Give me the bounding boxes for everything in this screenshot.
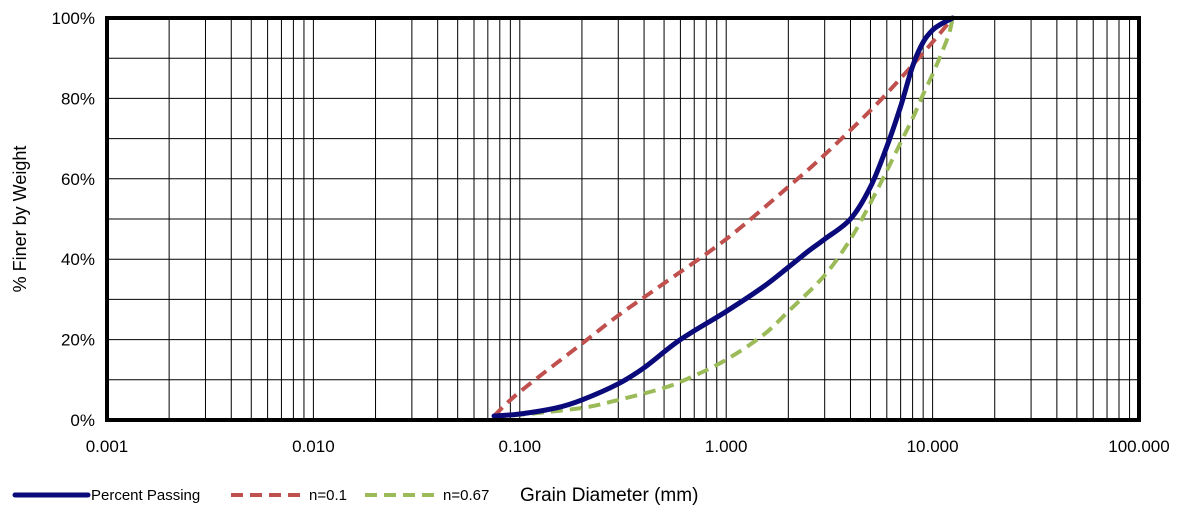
x-tick-label: 1.000: [705, 437, 748, 456]
y-tick-label: 0%: [70, 411, 95, 430]
series-layer: [491, 15, 956, 419]
x-axis-title: Grain Diameter (mm): [520, 485, 698, 506]
legend-label-2: n=0.67: [443, 487, 489, 504]
y-tick-label: 80%: [61, 89, 95, 108]
legend-label-0: Percent Passing: [91, 487, 200, 504]
gridlines: [106, 17, 1140, 421]
x-tick-label: 100.000: [1108, 437, 1169, 456]
y-tick-label: 60%: [61, 170, 95, 189]
y-axis-title: % Finer by Weight: [10, 146, 30, 293]
y-tick-label: 40%: [61, 250, 95, 269]
x-tick-label: 10.000: [907, 437, 959, 456]
x-tick-label: 0.001: [86, 437, 129, 456]
y-tick-label: 20%: [61, 331, 95, 350]
y-tick-label: 100%: [52, 9, 95, 28]
x-tick-label: 0.010: [292, 437, 335, 456]
series-line-0: [491, 15, 956, 419]
x-tick-labels: 0.001 0.010 0.100 1.000 10.000 100.000: [86, 437, 1170, 456]
plot-frame: [105, 16, 1141, 422]
x-tick-label: 0.100: [499, 437, 542, 456]
series-line-2: [493, 17, 955, 418]
legend-label-1: n=0.1: [309, 487, 347, 504]
y-tick-labels: 0% 20% 40% 60% 80% 100%: [52, 9, 95, 430]
legend: Percent Passing n=0.1 n=0.67: [12, 487, 489, 504]
series-line-1: [492, 16, 955, 418]
